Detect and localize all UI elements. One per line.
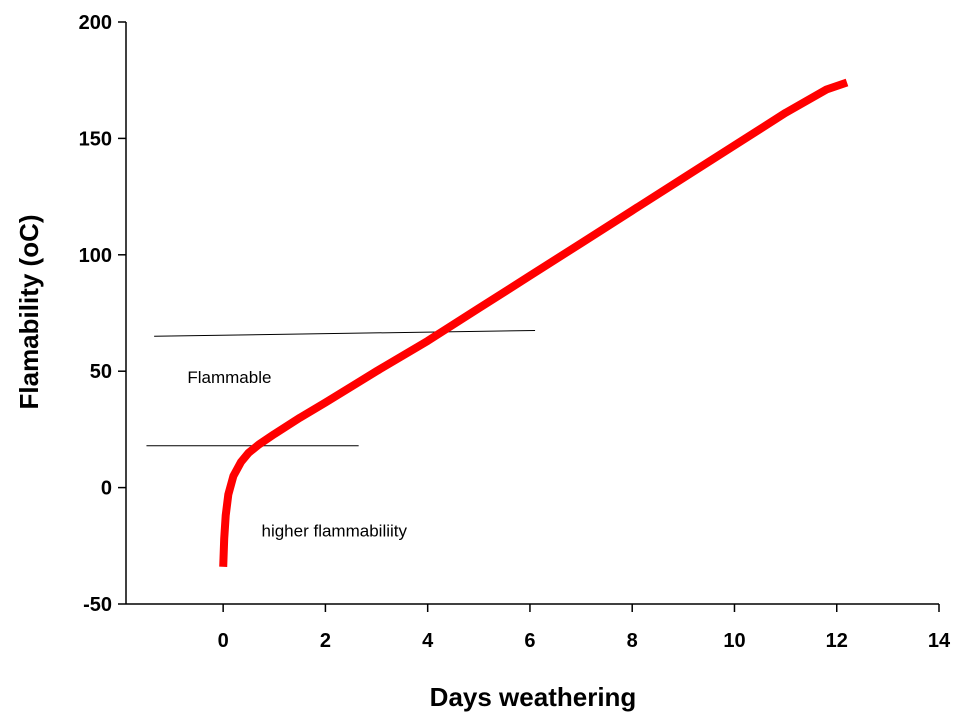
x-tick-label: 12 [826,630,848,652]
x-axis-title: Days weathering [430,682,637,712]
y-tick-label: 200 [79,12,112,34]
annotations: Flammable higher flammabiliity [187,368,407,541]
annotation-label: Flammable [187,368,271,387]
x-tick-label: 4 [422,630,434,652]
x-tick-label: 2 [320,630,331,652]
y-tick-label: 100 [79,245,112,267]
x-tick-label: 6 [524,630,535,652]
reference-line [154,329,536,337]
y-tick-label: 150 [79,128,112,150]
annotation-label: higher flammabiliity [262,521,408,540]
x-tick-label: 10 [723,630,745,652]
x-tick-label: 8 [627,630,638,652]
y-tick-label: 0 [101,478,112,500]
y-tick-label: -50 [83,594,112,616]
x-tick-label: 14 [928,630,951,652]
y-axis-title: Flamability (oC) [14,214,44,409]
chart-marks [146,78,849,567]
x-tick-label: 0 [218,630,229,652]
y-tick-label: 50 [90,361,112,383]
series-line [219,78,849,567]
axes: -50 0 50 100 150 200 0 2 4 6 8 10 12 14 [79,12,951,652]
